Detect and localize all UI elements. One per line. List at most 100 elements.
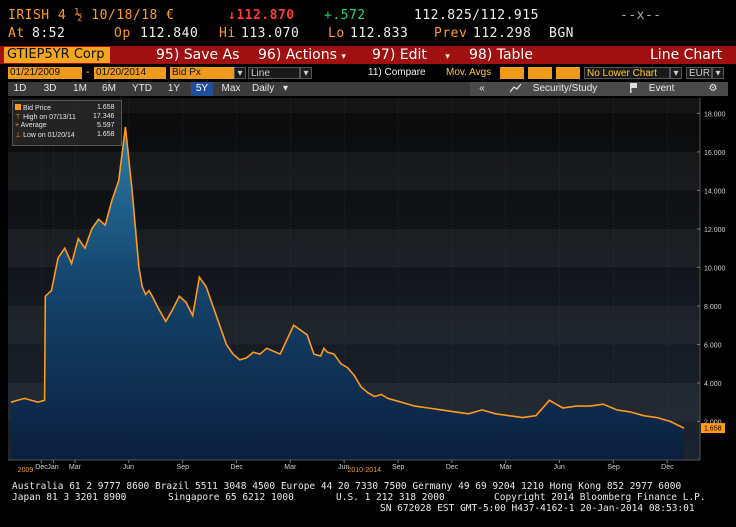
chevron-down-icon: ▾ (283, 83, 289, 94)
chevron-down-icon[interactable]: ▾ (234, 67, 246, 79)
edit-label: 97) Edit (372, 47, 427, 63)
actions-label: 96) Actions (258, 47, 337, 63)
series-line (10, 126, 685, 429)
legend-row-low: ⊥ Low on 01/20/14 (15, 131, 75, 139)
period-5y[interactable]: 5Y (191, 82, 213, 96)
save-as-button[interactable]: 95) Save As (156, 47, 240, 63)
x-tick-label: Jun (338, 464, 349, 471)
security-name: IRISH 4 ½ 10/18/18 € (8, 8, 175, 23)
y-tick-label: 18.000 (704, 111, 726, 118)
date-separator: - (86, 67, 90, 78)
y-tick-label: 6.000 (704, 342, 722, 349)
x-tick-label: Sep (392, 464, 405, 471)
x-tick-label: Dec (661, 464, 674, 471)
mov-avg-slot-1[interactable] (500, 67, 524, 79)
last-price: ↓112.870 (228, 8, 295, 23)
y-tick-label: 16.000 (704, 150, 726, 157)
low-label: Lo (328, 26, 345, 41)
legend-label: Bid Price (22, 105, 51, 112)
chart-title: Line Chart (650, 47, 723, 63)
y-tick-label: 12.000 (704, 227, 726, 234)
start-date-field[interactable]: 01/21/2009 (8, 67, 82, 79)
high-label: Hi (219, 26, 236, 41)
x-tick-label: Dec (35, 464, 48, 471)
chevron-down-icon[interactable]: ▾ (300, 67, 312, 79)
mov-avg-slot-3[interactable] (556, 67, 580, 79)
open-value: 112.840 (140, 26, 199, 41)
legend-label: High on 07/13/11 (23, 114, 76, 121)
period-6m[interactable]: 6M (102, 83, 116, 94)
footer-japan: Japan 81 3 3201 8900 (12, 492, 127, 503)
mov-avgs-button[interactable]: Mov. Avgs (446, 67, 492, 78)
actions-menu[interactable]: 96) Actions ▾ (258, 46, 346, 66)
period-3d[interactable]: 3D (43, 83, 57, 94)
chevron-down-icon: ▾ (341, 52, 346, 62)
y-tick-label: 2.000 (704, 419, 722, 426)
at-time: 8:52 (32, 26, 66, 41)
high-marker-icon: ⊤ (15, 114, 22, 121)
chart-icon (509, 83, 522, 93)
event-button[interactable]: Event (630, 82, 690, 96)
footer-copyright: Copyright 2014 Bloomberg Finance L.P. (494, 492, 706, 503)
pricing-source: BGN (549, 26, 574, 41)
x-tick-label: Jun (553, 464, 564, 471)
mov-avg-slot-2[interactable] (528, 67, 552, 79)
y-axis: 2.000 4.000 6.000 8.000 10.000 12.000 14.000 16… (697, 98, 726, 460)
line-chart[interactable]: 2.000 4.000 6.000 8.000 10.000 12.000 14.000 16… (8, 98, 728, 473)
x-year-label: 2010-2014 (348, 467, 382, 473)
x-tick-label: Dec (446, 464, 459, 471)
bid-ask: 112.825/112.915 (414, 8, 539, 23)
x-year-label: 2009 (18, 467, 34, 473)
net-change: +.572 (324, 8, 366, 23)
x-axis: Dec Jan Mar Jun Sep Dec Mar Jun Sep Dec Mar Jun Sep D… (8, 459, 700, 473)
y-tick-label: 10.000 (704, 265, 726, 272)
legend-row-bid: Bid Price (15, 104, 51, 112)
period-max[interactable]: Max (221, 83, 241, 94)
security-study-button[interactable]: Security/Study (509, 82, 610, 96)
lower-chart-selector[interactable]: No Lower Chart (584, 67, 670, 79)
prev-value: 112.298 (473, 26, 532, 41)
currency-selector[interactable]: EUR (686, 67, 712, 79)
ticker-field[interactable]: GTIEP5YR Corp (4, 47, 110, 63)
event-label: Event (648, 83, 675, 94)
flag-icon (630, 83, 637, 94)
compare-button[interactable]: 11) Compare (368, 67, 426, 78)
security-study-label: Security/Study (532, 83, 598, 94)
period-ytd[interactable]: YTD (132, 83, 152, 94)
x-tick-label: Mar (69, 464, 82, 471)
footer-session-info: SN 672028 EST GMT-5:00 H437-4162-1 20-Ja… (380, 503, 695, 514)
last-value-tag: 1.658 (701, 423, 725, 434)
legend: Bid Price 1.658 ⊤ High on 07/13/11 17.34… (12, 100, 122, 146)
field-selector[interactable]: Bid Px (170, 67, 234, 79)
average-marker-icon: + (15, 122, 20, 129)
grid-band (8, 151, 700, 191)
y-tick-label: 14.000 (704, 188, 726, 195)
legend-value: 1.658 (97, 104, 115, 111)
x-tick-label: Mar (284, 464, 297, 471)
period-1d[interactable]: 1D (13, 83, 27, 94)
function-bar: GTIEP5YR Corp 95) Save As 96) Actions ▾ … (0, 46, 736, 64)
period-1y[interactable]: 1Y (167, 83, 181, 94)
low-marker-icon: ⊥ (15, 132, 22, 139)
prev-label: Prev (434, 26, 468, 41)
open-label: Op (114, 26, 131, 41)
table-button[interactable]: 98) Table (469, 47, 533, 63)
gear-icon[interactable]: ⚙ (708, 83, 718, 94)
footer-us: U.S. 1 212 318 2000 (336, 492, 445, 503)
chevron-down-icon[interactable]: ▾ (670, 67, 682, 79)
frequency-selector[interactable]: Daily ▾ (252, 82, 302, 96)
edit-menu[interactable]: 97) Edit ▾ (372, 46, 450, 66)
chevron-down-icon[interactable]: ▾ (712, 67, 724, 79)
footer-singapore: Singapore 65 6212 1000 (168, 492, 294, 503)
legend-swatch (15, 104, 21, 110)
chart-type-selector[interactable]: Line (248, 67, 300, 79)
end-date-field[interactable]: 01/20/2014 (94, 67, 166, 79)
period-1m[interactable]: 1M (73, 83, 87, 94)
frequency-label: Daily (252, 83, 275, 94)
y-tick-label: 4.000 (704, 381, 722, 388)
legend-value: 17.346 (93, 113, 115, 120)
footer-contacts-1: Australia 61 2 9777 8600 Brazil 5511 304… (12, 481, 682, 492)
x-tick-label: Jan (47, 464, 58, 471)
window-controls[interactable]: --x-- (620, 8, 662, 23)
collapse-icon[interactable]: « (479, 83, 485, 94)
